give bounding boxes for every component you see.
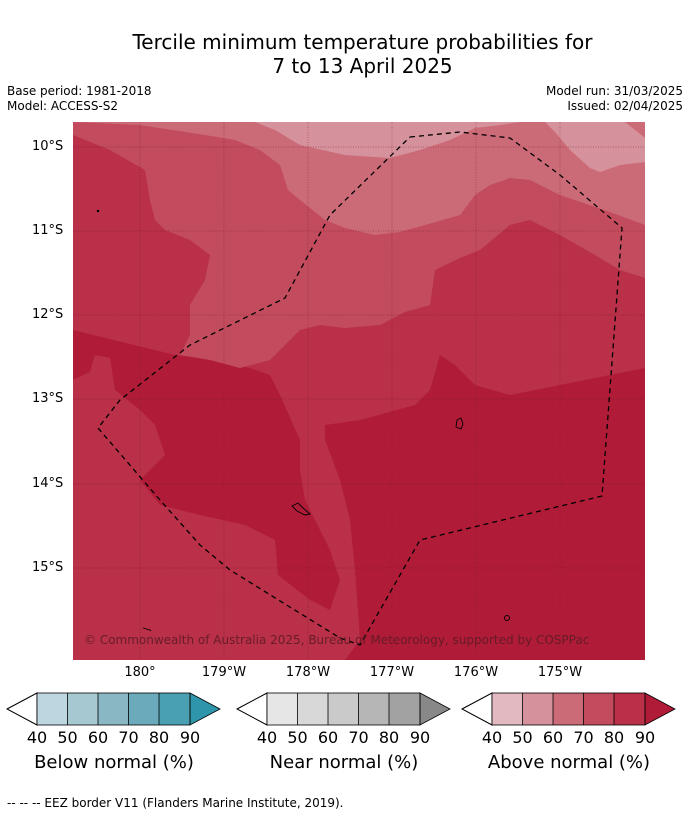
tick-above-70: 70	[573, 728, 593, 747]
swatch-above-80	[614, 693, 645, 725]
swatch-below-70	[129, 693, 160, 725]
swatch-above-50	[523, 693, 554, 725]
lon-label-178w: 178°W	[286, 665, 330, 680]
tick-below-50: 50	[57, 728, 77, 747]
swatch-below-50	[68, 693, 99, 725]
lat-label-15s: 15°S	[32, 560, 63, 575]
probability-shading	[73, 122, 645, 660]
tick-below-60: 60	[88, 728, 108, 747]
lon-label-179w: 179°W	[202, 665, 246, 680]
tick-above-50: 50	[512, 728, 532, 747]
swatch-below-80	[159, 693, 190, 725]
island-5	[97, 210, 99, 212]
tick-near-40: 40	[257, 728, 277, 747]
lon-label-176w: 176°W	[454, 665, 498, 680]
eez-footnote: -- -- -- EEZ border V11 (Flanders Marine…	[7, 796, 344, 810]
legend-below-normal: 40 50 60 70 80 90 Below normal (%)	[6, 692, 222, 782]
copyright-text: © Commonwealth of Australia 2025, Bureau…	[84, 633, 589, 647]
colorbar-below	[6, 692, 222, 728]
tick-above-60: 60	[543, 728, 563, 747]
colorbar-near	[236, 692, 452, 728]
legend-above-normal: 40 50 60 70 80 90 Above normal (%)	[461, 692, 677, 782]
swatch-above-60	[553, 693, 584, 725]
tick-near-50: 50	[287, 728, 307, 747]
lat-label-14s: 14°S	[32, 476, 63, 491]
tick-near-60: 60	[318, 728, 338, 747]
colorbar-above	[461, 692, 677, 728]
swatch-near-50	[298, 693, 329, 725]
tick-near-70: 70	[348, 728, 368, 747]
legend-title-above: Above normal (%)	[461, 752, 677, 773]
swatch-near-60	[328, 693, 359, 725]
swatch-above-40	[492, 693, 523, 725]
lon-label-175w: 175°W	[538, 665, 582, 680]
tick-above-80: 80	[604, 728, 624, 747]
swatch-above-70	[584, 693, 615, 725]
lon-label-177w: 177°W	[370, 665, 414, 680]
legend-title-near: Near normal (%)	[236, 752, 452, 773]
swatch-below-60	[98, 693, 129, 725]
lat-label-13s: 13°S	[32, 391, 63, 406]
swatch-below-40	[37, 693, 68, 725]
tick-near-80: 80	[379, 728, 399, 747]
swatch-near-80	[389, 693, 420, 725]
tick-below-80: 80	[149, 728, 169, 747]
swatch-below-90	[190, 693, 220, 725]
tick-above-40: 40	[482, 728, 502, 747]
lat-label-12s: 12°S	[32, 307, 63, 322]
swatch-near-90	[420, 693, 450, 725]
tick-near-90: 90	[410, 728, 430, 747]
legend-title-below: Below normal (%)	[6, 752, 222, 773]
tick-below-70: 70	[118, 728, 138, 747]
swatch-near-40	[267, 693, 298, 725]
swatch-near-70	[359, 693, 390, 725]
lat-label-11s: 11°S	[32, 223, 63, 238]
legend-near-normal: 40 50 60 70 80 90 Near normal (%)	[236, 692, 452, 782]
lon-label-180: 180°	[124, 665, 155, 680]
tick-below-40: 40	[27, 728, 47, 747]
swatch-above-90	[645, 693, 675, 725]
tick-below-90: 90	[180, 728, 200, 747]
tick-above-90: 90	[635, 728, 655, 747]
lat-label-10s: 10°S	[32, 139, 63, 154]
